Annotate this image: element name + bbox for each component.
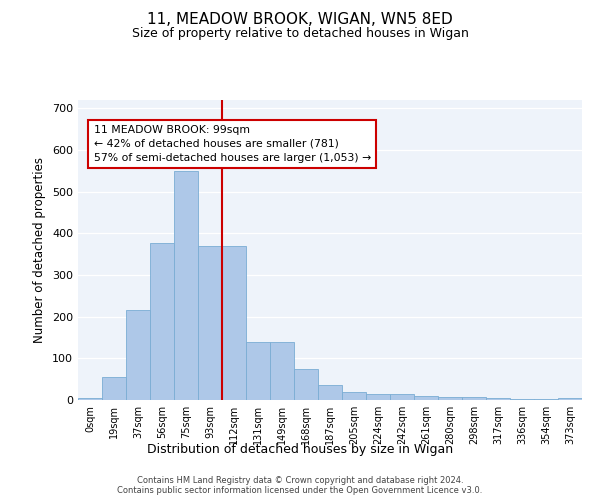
Bar (150, 242, 174, 400)
Bar (222, 246, 246, 400)
Bar (462, 397, 486, 400)
Bar (270, 342, 294, 400)
Bar (198, 246, 222, 400)
Text: Distribution of detached houses by size in Wigan: Distribution of detached houses by size … (147, 442, 453, 456)
Bar (438, 396, 462, 400)
Bar (366, 394, 390, 400)
Bar (102, 377, 126, 400)
Text: Size of property relative to detached houses in Wigan: Size of property relative to detached ho… (131, 28, 469, 40)
Bar (246, 342, 270, 400)
Bar (78, 398, 102, 400)
Bar (558, 398, 582, 400)
Bar (342, 392, 366, 400)
Bar (510, 399, 534, 400)
Text: Contains HM Land Registry data © Crown copyright and database right 2024.
Contai: Contains HM Land Registry data © Crown c… (118, 476, 482, 495)
Bar (294, 369, 318, 400)
Bar (486, 398, 510, 400)
Bar (174, 171, 198, 400)
Bar (534, 399, 558, 400)
Text: 11 MEADOW BROOK: 99sqm
← 42% of detached houses are smaller (781)
57% of semi-de: 11 MEADOW BROOK: 99sqm ← 42% of detached… (94, 125, 371, 163)
Y-axis label: Number of detached properties: Number of detached properties (34, 157, 46, 343)
Bar (318, 386, 342, 400)
Bar (414, 396, 438, 400)
Bar (126, 310, 150, 400)
Bar (390, 394, 414, 400)
Text: 11, MEADOW BROOK, WIGAN, WN5 8ED: 11, MEADOW BROOK, WIGAN, WN5 8ED (147, 12, 453, 28)
